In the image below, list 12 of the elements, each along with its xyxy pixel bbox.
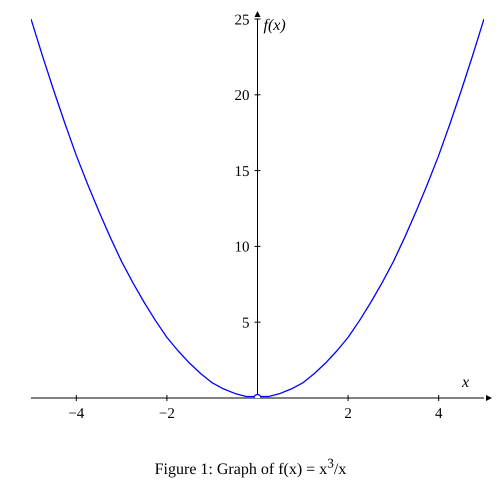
y-tick-label: 15 [234, 164, 250, 180]
y-axis-title: f(x) [264, 17, 286, 35]
caption: Figure 1: Graph of f(x) = x$^{3}$/x [154, 456, 346, 478]
x-tick-label: −4 [68, 406, 85, 422]
x-tick-label: −2 [158, 406, 175, 422]
x-axis-title: x [462, 374, 470, 392]
x-tick-label: 4 [434, 406, 443, 422]
y-tick-label: 20 [234, 88, 250, 104]
y-tick-label: 5 [242, 315, 250, 332]
y-tick-label: 10 [234, 240, 250, 256]
y-tick-label: 25 [234, 12, 250, 28]
x-tick-label: 2 [344, 406, 352, 422]
